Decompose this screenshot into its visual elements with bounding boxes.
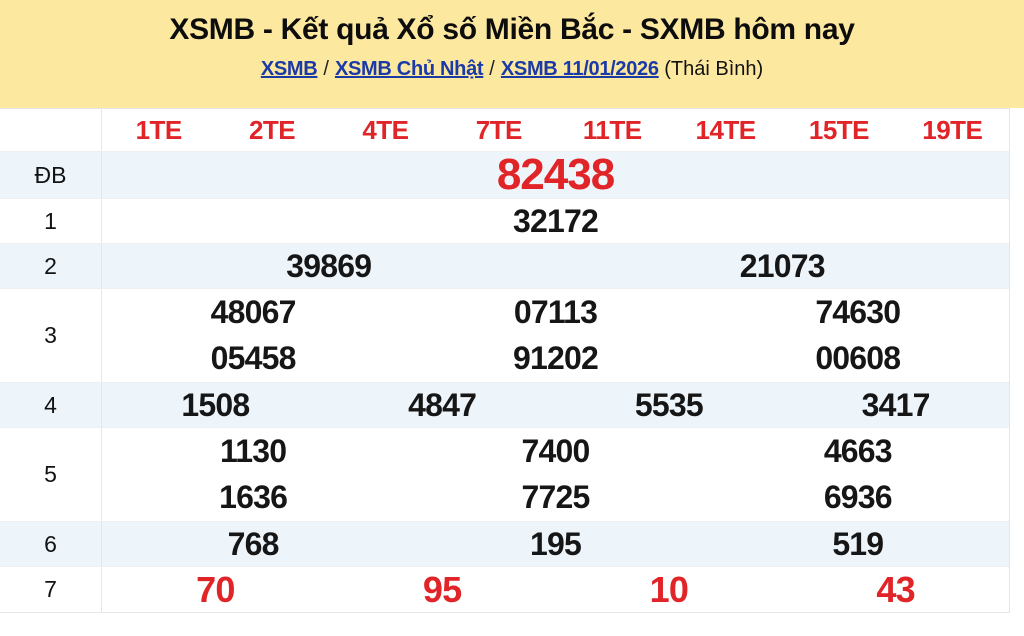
prize-row-label: 6 [0, 522, 102, 566]
prize-row-values: 39869 21073 [102, 244, 1009, 288]
prize-number: 07113 [513, 293, 598, 330]
prize-row-values: 70 95 10 43 [102, 567, 1009, 612]
prize-number: 1508 [181, 386, 250, 423]
column-header: 2TE [248, 114, 296, 145]
column-header: 1TE [135, 114, 183, 145]
prize-line: 05458 91202 00608 [102, 336, 1009, 383]
column-header: 11TE [582, 114, 642, 145]
prize-number: 7400 [521, 432, 590, 469]
prize-number: 48067 [210, 293, 297, 330]
column-header: 14TE [695, 114, 756, 145]
prize-row: 3 48067 07113 74630 05458 91202 00608 [0, 289, 1009, 383]
prize-row: 6 768 195 519 [0, 522, 1009, 567]
prize-number: 00608 [815, 340, 901, 377]
prize-row-values: 768 195 519 [102, 522, 1009, 566]
prize-number: 95 [422, 568, 462, 610]
prize-number: 3417 [861, 386, 931, 423]
prize-number: 05458 [210, 340, 297, 377]
prize-row-values: 32172 [102, 199, 1009, 243]
prize-row-label: 4 [0, 383, 102, 427]
prize-row-label: ĐB [0, 152, 102, 198]
prize-row-label: 2 [0, 244, 102, 288]
breadcrumb-text: (Thái Bình) [658, 58, 764, 80]
prize-number: 7725 [521, 479, 590, 516]
table-header-columns: 1TE 2TE 4TE 7TE 11TE 14TE 15TE 19TE [102, 109, 1009, 151]
prize-row-values: 1130 7400 4663 1636 7725 6936 [102, 428, 1009, 521]
prize-line: 48067 07113 74630 [102, 289, 1009, 336]
breadcrumb-link[interactable]: XSMB [260, 58, 318, 80]
prize-number: 43 [876, 568, 915, 610]
prize-row: 7 70 95 10 43 [0, 567, 1009, 612]
prize-number: 1130 [220, 432, 287, 469]
prize-line: 1130 7400 4663 [102, 428, 1009, 475]
prize-row: 1 32172 [0, 199, 1009, 244]
prize-row-values: 48067 07113 74630 05458 91202 00608 [102, 289, 1009, 382]
prize-number: 1636 [219, 479, 288, 516]
prize-number: 4847 [408, 386, 477, 423]
column-header: 4TE [362, 114, 409, 145]
table-header-line: 1TE 2TE 4TE 7TE 11TE 14TE 15TE 19TE [102, 109, 1009, 151]
prize-row-label: 1 [0, 199, 102, 243]
prize-row-values: 82438 [102, 150, 1009, 200]
prize-line: 70 95 10 43 [102, 567, 1009, 612]
prize-row-label: 7 [0, 567, 102, 612]
prize-row: 2 39869 21073 [0, 244, 1009, 289]
prize-number: 74630 [815, 293, 901, 330]
prize-line: 39869 21073 [102, 244, 1009, 288]
column-header: 15TE [808, 114, 870, 145]
breadcrumb-link[interactable]: XSMB 11/01/2026 [500, 58, 659, 80]
prize-number: 5535 [634, 386, 704, 423]
prize-number: 10 [649, 568, 689, 610]
breadcrumb-link[interactable]: XSMB Chủ Nhật [334, 58, 484, 80]
prize-line: 1636 7725 6936 [102, 475, 1009, 522]
prize-line: 82438 [102, 150, 1009, 200]
prize-row: 4 1508 4847 5535 3417 [0, 383, 1009, 428]
table-header-label-cell [0, 109, 102, 151]
prize-number: 82438 [496, 150, 615, 199]
breadcrumb: XSMB / XSMB Chủ Nhật / XSMB 11/01/2026 (Thái… [0, 57, 1024, 81]
prize-number: 91202 [512, 340, 599, 377]
page-title: XSMB - Kết quả Xổ số Miền Bắc - SXMB hôm… [169, 13, 855, 46]
prize-line: 1508 4847 5535 3417 [102, 383, 1009, 427]
prize-number: 519 [832, 525, 884, 562]
prize-row-label: 5 [0, 428, 102, 521]
breadcrumb-separator: / [323, 58, 329, 80]
prize-number: 4663 [823, 432, 893, 469]
prize-row: 5 1130 7400 4663 1636 7725 6936 [0, 428, 1009, 522]
prize-row: ĐB 82438 [0, 150, 1009, 200]
prize-number: 21073 [739, 247, 826, 284]
column-header: 19TE [922, 114, 983, 145]
prize-row-label: 3 [0, 289, 102, 382]
prize-line: 768 195 519 [102, 522, 1009, 566]
prize-line: 32172 [102, 199, 1009, 243]
masthead: XSMB - Kết quả Xổ số Miền Bắc - SXMB hôm… [0, 0, 1024, 108]
prize-number: 6936 [823, 479, 893, 516]
breadcrumb-separator: / [489, 58, 495, 80]
prize-row-values: 1508 4847 5535 3417 [102, 383, 1009, 427]
prize-number: 39869 [286, 247, 372, 284]
prize-number: 195 [529, 525, 582, 562]
prize-number: 32172 [513, 202, 599, 239]
prize-number: 768 [227, 525, 280, 562]
results-table: 1TE 2TE 4TE 7TE 11TE 14TE 15TE 19TE ĐB 82438 1 321… [0, 108, 1010, 613]
prize-number: 70 [196, 568, 235, 610]
column-header: 7TE [475, 114, 523, 145]
table-header-row: 1TE 2TE 4TE 7TE 11TE 14TE 15TE 19TE [0, 109, 1009, 152]
